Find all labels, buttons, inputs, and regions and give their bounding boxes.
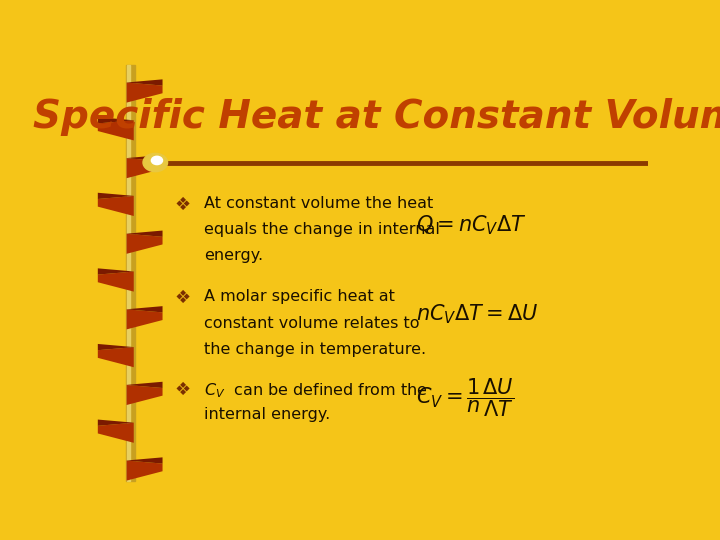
Polygon shape (127, 306, 163, 312)
Text: ❖: ❖ (174, 289, 190, 307)
Text: $nC_V \Delta T = \Delta U$: $nC_V \Delta T = \Delta U$ (416, 302, 539, 326)
Text: the change in temperature.: the change in temperature. (204, 342, 426, 357)
Text: A molar specific heat at: A molar specific heat at (204, 289, 395, 305)
Bar (126, 65, 135, 481)
Polygon shape (127, 234, 163, 254)
Polygon shape (98, 272, 134, 292)
Polygon shape (127, 231, 163, 237)
Polygon shape (98, 344, 134, 350)
Polygon shape (98, 420, 134, 426)
Polygon shape (98, 196, 134, 216)
Bar (127, 65, 130, 481)
Polygon shape (127, 83, 163, 103)
Text: ❖: ❖ (174, 196, 190, 214)
Text: internal energy.: internal energy. (204, 407, 330, 422)
Polygon shape (127, 309, 163, 329)
Polygon shape (98, 347, 134, 367)
Polygon shape (127, 457, 163, 463)
Text: $C_V$  can be defined from the: $C_V$ can be defined from the (204, 381, 428, 400)
Polygon shape (98, 423, 134, 443)
Polygon shape (98, 268, 134, 274)
Text: At constant volume the heat: At constant volume the heat (204, 196, 433, 211)
Polygon shape (98, 193, 134, 199)
Polygon shape (127, 155, 163, 161)
Polygon shape (127, 461, 163, 481)
Text: $Q = nC_V \Delta T$: $Q = nC_V \Delta T$ (416, 213, 527, 237)
Polygon shape (98, 117, 134, 123)
Polygon shape (127, 382, 163, 388)
Text: equals the change in internal: equals the change in internal (204, 222, 440, 237)
Circle shape (143, 153, 168, 172)
Polygon shape (127, 158, 163, 178)
Text: ❖: ❖ (174, 381, 190, 399)
Circle shape (151, 156, 163, 165)
Text: constant volume relates to: constant volume relates to (204, 315, 420, 330)
Text: $C_V = \dfrac{1}{n}\dfrac{\Delta U}{\Lambda T}$: $C_V = \dfrac{1}{n}\dfrac{\Delta U}{\Lam… (416, 376, 515, 419)
Polygon shape (127, 79, 163, 85)
Polygon shape (98, 120, 134, 140)
Text: energy.: energy. (204, 248, 264, 263)
Polygon shape (127, 385, 163, 405)
Text: Specific Heat at Constant Volume: Specific Heat at Constant Volume (33, 98, 720, 136)
